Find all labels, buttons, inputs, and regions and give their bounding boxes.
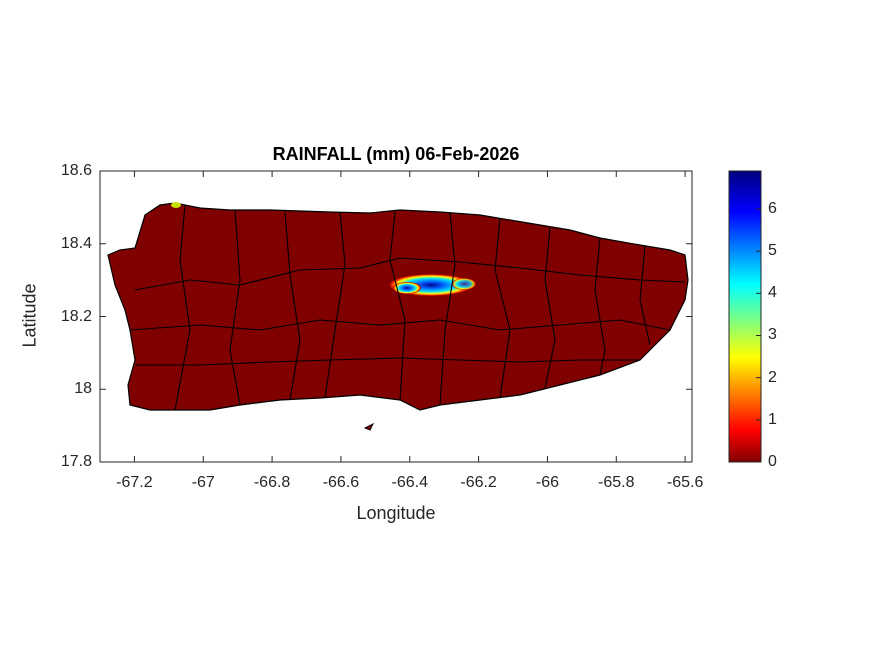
rain-area [171,202,181,208]
x-tick-label: -66.8 [253,474,291,491]
y-axis-label: Latitude [19,283,40,348]
colorbar-tick-label: 3 [768,326,777,344]
colorbar-tick-label: 2 [768,368,777,386]
x-tick-label: -66.6 [322,474,360,491]
island-small [363,422,375,431]
y-tick-label: 18.2 [60,307,92,325]
x-tick-label: -67.2 [116,474,153,491]
x-axis-label: Longitude [356,503,436,523]
colorbar-tick-label: 5 [768,242,777,260]
x-tick-label: -66.2 [460,474,497,491]
y-tick-label: 18 [74,380,92,398]
x-tick-label: -67 [191,474,215,491]
colorbar-tick-label: 1 [768,410,777,428]
chart-title: RAINFALL (mm) 06-Feb-2026 [272,144,520,164]
y-tick-label: 17.8 [60,453,92,470]
x-tick-label: -66.4 [391,474,428,491]
colorbar-tick-label: 0 [768,453,777,470]
colorbar-tick-label: 4 [768,284,777,302]
municipal-boundaries [129,204,686,411]
y-tick-label: 18.6 [60,162,92,179]
y-tick-label: 18.4 [60,234,92,252]
colorbar [728,170,762,463]
colorbar-tick-label: 6 [768,199,777,217]
x-tick-label: -65.6 [666,474,704,491]
x-tick-label: -66 [535,474,559,491]
rain-area [393,282,421,294]
x-tick-label: -65.8 [598,474,635,491]
rain-area [452,278,476,290]
